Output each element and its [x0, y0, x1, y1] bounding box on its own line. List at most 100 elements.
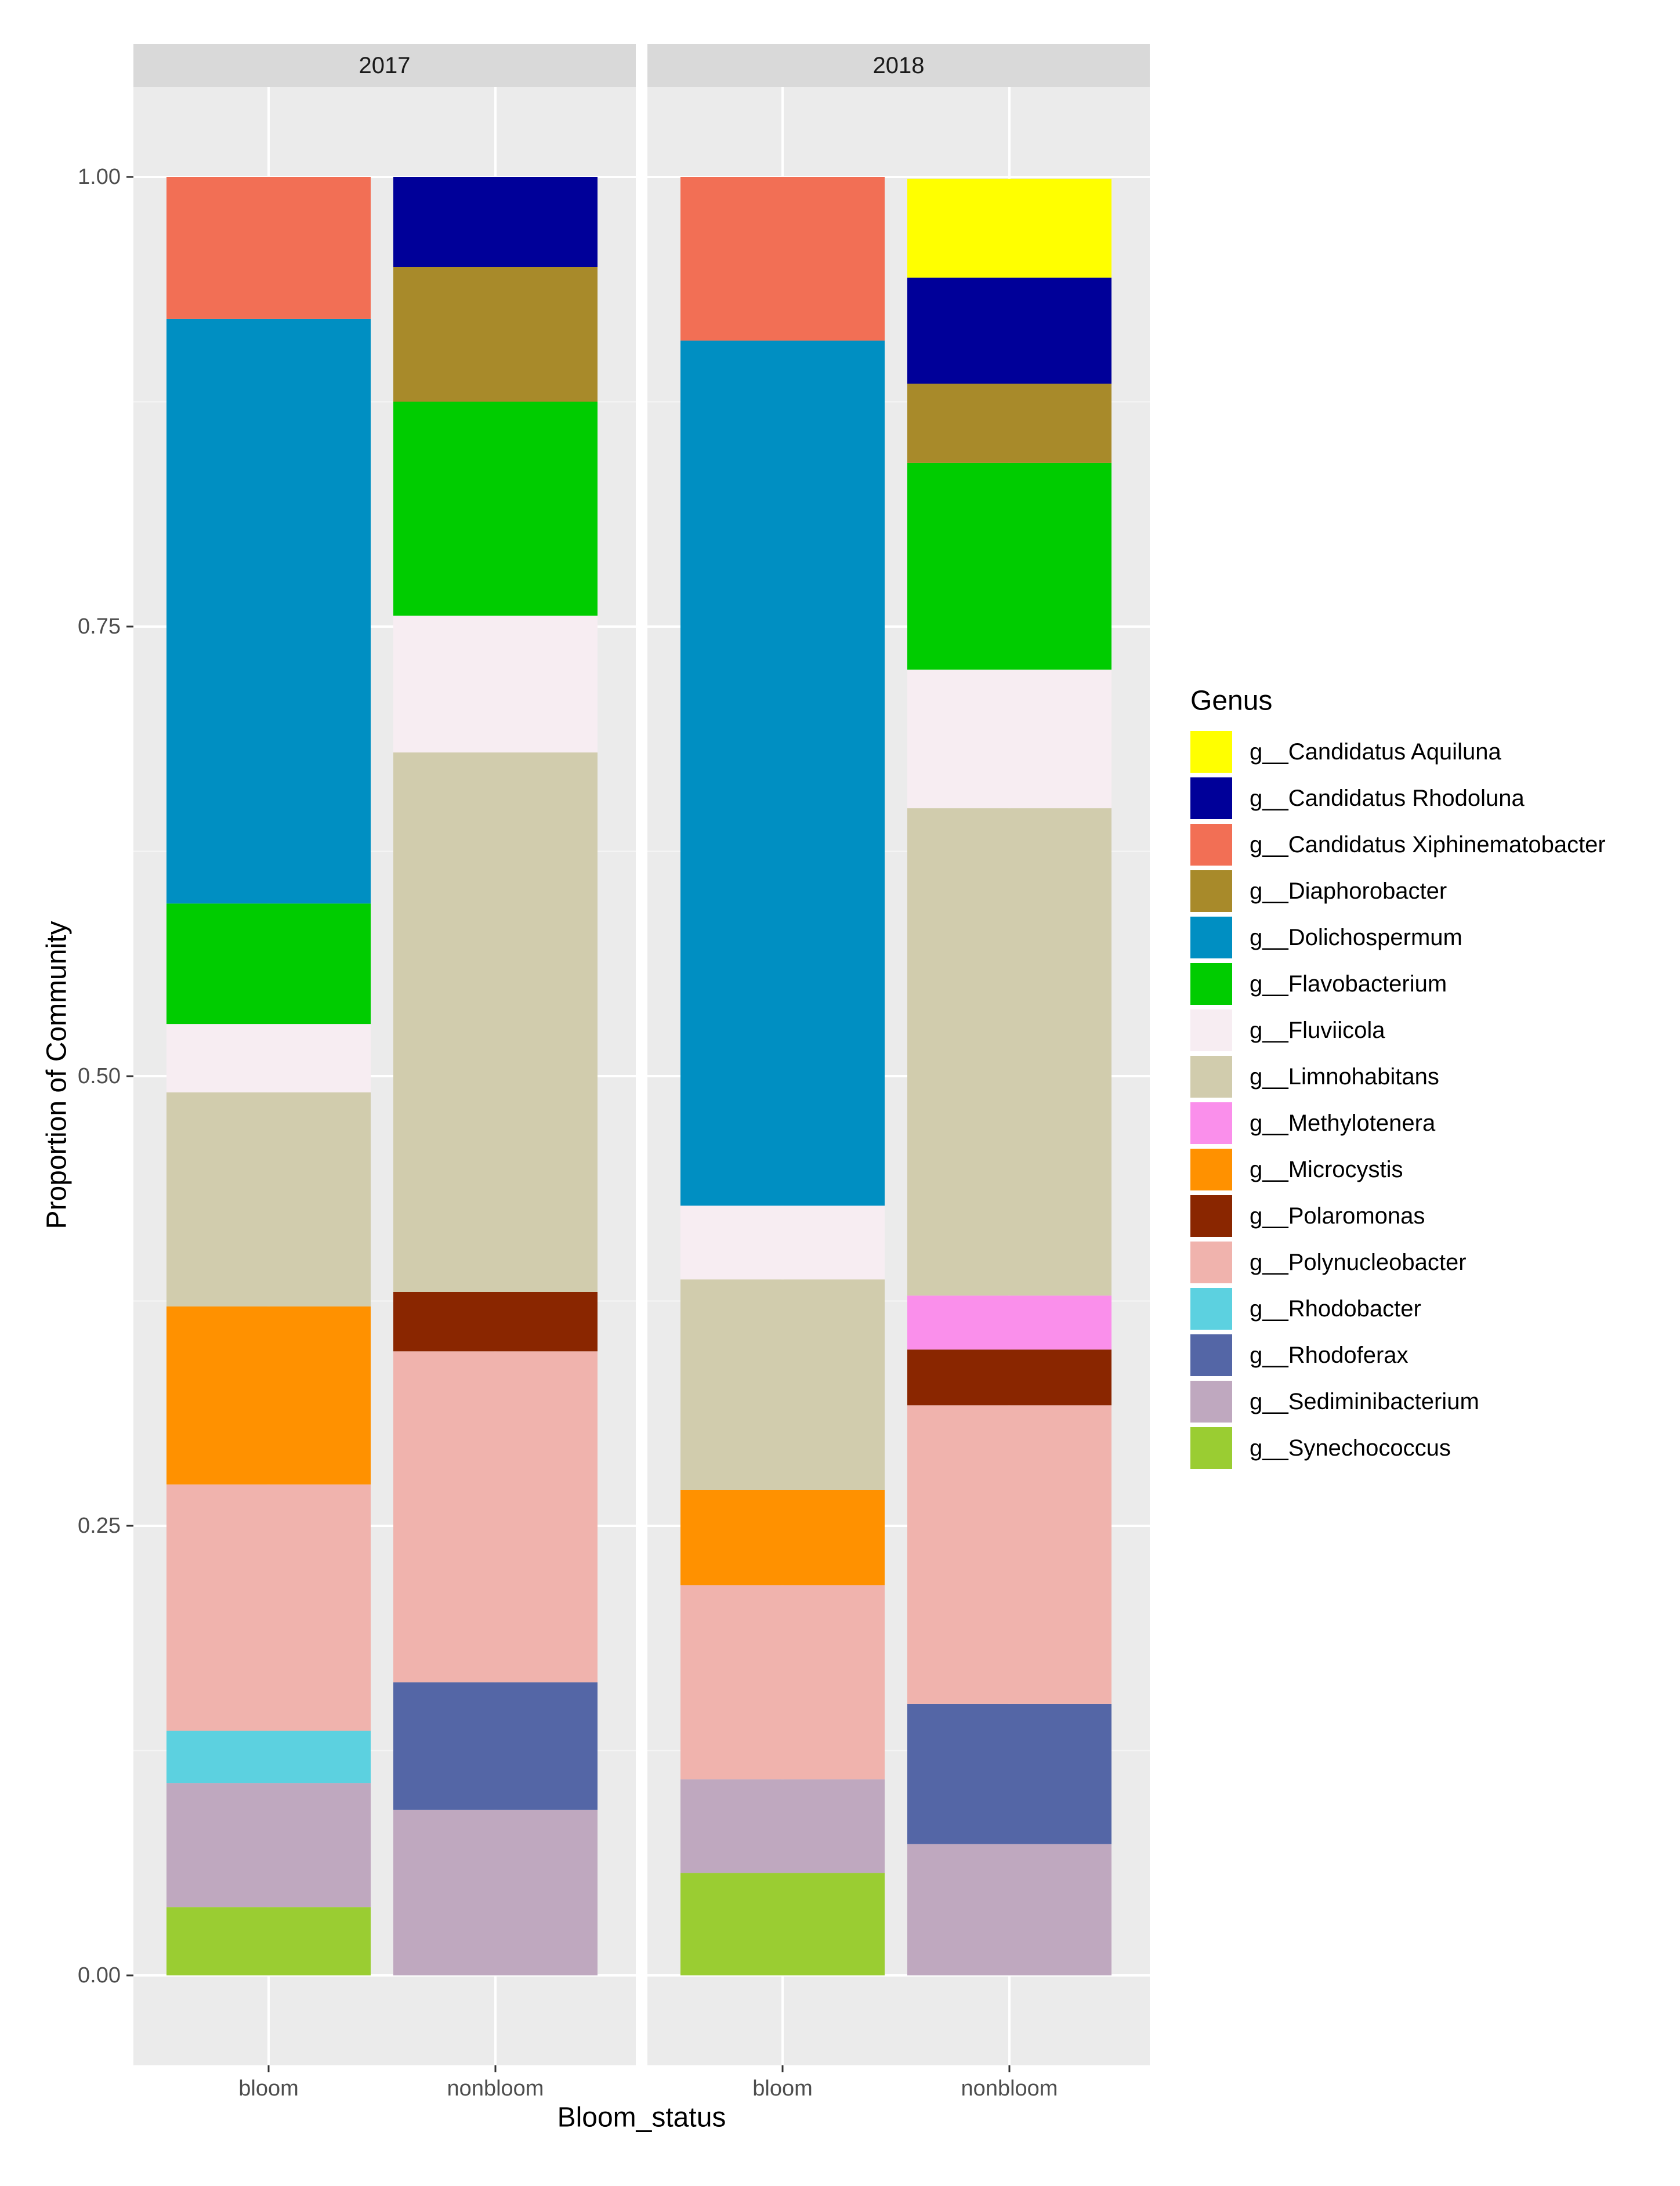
legend-key-swatch [1190, 824, 1232, 866]
y-tick-label: 0.75 [78, 614, 121, 639]
bar-segment-2017-bloom-g-dolichospermum [166, 319, 371, 904]
legend-key-swatch [1190, 1242, 1232, 1283]
y-tick-label: 0.25 [78, 1514, 121, 1538]
bar-segment-2018-nonbloom-g-polynucleobacter [907, 1405, 1111, 1704]
legend-key-swatch [1190, 1102, 1232, 1144]
legend-key-swatch [1190, 1009, 1232, 1051]
bar-segment-2017-bloom-g-flavobacterium [166, 903, 371, 1025]
legend-item-g-microcystis: g__Microcystis [1190, 1149, 1403, 1190]
facet-strip-label-2018: 2018 [873, 53, 925, 78]
x-axis-ticks: bloom nonbloom bloom nonbloom [238, 2065, 1058, 2101]
legend-label: g__Polynucleobacter [1250, 1250, 1467, 1275]
bar-segment-2017-bloom-g-candidatus-xiphinematobacter [166, 177, 371, 319]
legend-label: g__Candidatus Rhodoluna [1250, 786, 1525, 811]
bar-segment-2018-nonbloom-g-rhodoferax [907, 1703, 1111, 1844]
legend-label: g__Synechococcus [1250, 1435, 1451, 1461]
legend-key-swatch [1190, 1427, 1232, 1469]
bar-segment-2017-nonbloom-g-polaromonas [393, 1292, 598, 1352]
legend-key-swatch [1190, 1334, 1232, 1376]
facet-strip-label-2017: 2017 [359, 53, 411, 78]
y-axis-ticks: 0.00 0.25 0.50 0.75 1.00 [78, 165, 133, 1988]
legend-item-g-polynucleobacter: g__Polynucleobacter [1190, 1242, 1467, 1283]
legend-label: g__Limnohabitans [1250, 1064, 1439, 1090]
x-axis-title: Bloom_status [557, 2102, 726, 2133]
legend-label: g__Sediminibacterium [1250, 1389, 1479, 1414]
facet-strip-2018 [647, 44, 1150, 87]
bar-segment-2017-nonbloom-g-flavobacterium [393, 401, 598, 616]
bar-segment-2017-bloom-g-microcystis [166, 1306, 371, 1485]
bar-segment-2017-bloom-g-sediminibacterium [166, 1783, 371, 1908]
legend-item-g-flavobacterium: g__Flavobacterium [1190, 963, 1447, 1005]
bar-segment-2018-nonbloom-g-methylotenera [907, 1295, 1111, 1350]
bar-segment-2017-bloom-g-polynucleobacter [166, 1484, 371, 1731]
bar-segment-2018-nonbloom-g-candidatus-aquiluna [907, 179, 1111, 278]
legend-label: g__Rhodoferax [1250, 1342, 1409, 1368]
bar-segment-2017-nonbloom-g-limnohabitans [393, 752, 598, 1292]
legend-item-g-sediminibacterium: g__Sediminibacterium [1190, 1381, 1479, 1423]
bar-segment-2017-bloom-g-synechococcus [166, 1907, 371, 1975]
y-axis-title: Proportion of Community [42, 921, 73, 1229]
legend-key-swatch [1190, 917, 1232, 958]
legend-item-g-synechococcus: g__Synechococcus [1190, 1427, 1451, 1469]
bar-segment-2017-nonbloom-g-rhodoferax [393, 1682, 598, 1810]
legend-label: g__Candidatus Xiphinematobacter [1250, 832, 1606, 857]
x-tick-label-nonbloom: nonbloom [447, 2076, 544, 2101]
x-tick-label-bloom: bloom [238, 2076, 299, 2101]
x-tick-label-bloom: bloom [752, 2076, 813, 2101]
x-tick-label-nonbloom: nonbloom [961, 2076, 1058, 2101]
legend-item-g-candidatus-xiphinematobacter: g__Candidatus Xiphinematobacter [1190, 824, 1606, 866]
y-axis: 0.00 0.25 0.50 0.75 1.00 Proportion of Commu… [42, 165, 133, 1988]
bars-2017 [166, 177, 598, 1975]
x-axis: bloom nonbloom bloom nonbloom Bloom_status [238, 2065, 1058, 2133]
bar-segment-2017-bloom-g-fluviicola [166, 1024, 371, 1092]
legend-key-swatch [1190, 1288, 1232, 1330]
legend-key-swatch [1190, 1149, 1232, 1190]
bar-segment-2018-nonbloom-g-polaromonas [907, 1349, 1111, 1406]
bar-segment-2017-nonbloom-g-candidatus-rhodoluna [393, 177, 598, 267]
legend-key-swatch [1190, 1056, 1232, 1098]
bars-2018 [680, 177, 1111, 1975]
bar-segment-2018-nonbloom-g-sediminibacterium [907, 1844, 1111, 1975]
bar-segment-2017-bloom-g-limnohabitans [166, 1092, 371, 1306]
legend-key-swatch [1190, 1381, 1232, 1423]
facet-2018: 2018 [647, 44, 1150, 2065]
bar-segment-2017-nonbloom-g-polynucleobacter [393, 1351, 598, 1682]
bar-segment-2018-bloom-g-microcystis [680, 1490, 885, 1586]
legend-label: g__Microcystis [1250, 1157, 1403, 1182]
legend-label: g__Polaromonas [1250, 1203, 1425, 1229]
bar-segment-2018-bloom-g-fluviicola [680, 1206, 885, 1280]
facet-2017: 2017 [133, 44, 636, 2065]
legend-key-swatch [1190, 1195, 1232, 1237]
y-tick-label: 1.00 [78, 165, 121, 189]
legend-item-g-rhodoferax: g__Rhodoferax [1190, 1334, 1409, 1376]
legend-item-g-polaromonas: g__Polaromonas [1190, 1195, 1425, 1237]
legend-key-swatch [1190, 870, 1232, 912]
bar-segment-2018-bloom-g-sediminibacterium [680, 1779, 885, 1873]
legend-label: g__Rhodobacter [1250, 1296, 1421, 1322]
bar-segment-2018-nonbloom-g-candidatus-rhodoluna [907, 277, 1111, 384]
legend-item-g-limnohabitans: g__Limnohabitans [1190, 1056, 1439, 1098]
legend-key-swatch [1190, 777, 1232, 819]
facet-strip-2017 [133, 44, 636, 87]
legend-label: g__Candidatus Aquiluna [1250, 739, 1501, 765]
y-tick-label: 0.50 [78, 1064, 121, 1088]
legend-item-g-candidatus-aquiluna: g__Candidatus Aquiluna [1190, 731, 1501, 773]
bar-segment-2018-nonbloom-g-fluviicola [907, 669, 1111, 809]
bar-segment-2018-bloom-g-synechococcus [680, 1873, 885, 1975]
legend-item-g-candidatus-rhodoluna: g__Candidatus Rhodoluna [1190, 777, 1525, 819]
bar-segment-2017-nonbloom-g-diaphorobacter [393, 267, 598, 402]
bar-segment-2018-bloom-g-limnohabitans [680, 1279, 885, 1490]
bar-segment-2017-nonbloom-g-sediminibacterium [393, 1809, 598, 1975]
bar-segment-2018-bloom-g-polynucleobacter [680, 1585, 885, 1780]
bar-segment-2018-nonbloom-g-flavobacterium [907, 462, 1111, 670]
legend-label: g__Dolichospermum [1250, 925, 1462, 950]
legend-key-swatch [1190, 963, 1232, 1005]
legend-item-g-fluviicola: g__Fluviicola [1190, 1009, 1385, 1051]
legend-entries: g__Candidatus Aquiluna g__Candidatus Rhod… [1190, 731, 1606, 1469]
legend: Genus g__Candidatus Aquilunag__Candidatu… [1190, 686, 1606, 1469]
bar-segment-2018-bloom-g-candidatus-xiphinematobacter [680, 177, 885, 341]
legend-item-g-rhodobacter: g__Rhodobacter [1190, 1288, 1421, 1330]
bar-segment-2018-nonbloom-g-limnohabitans [907, 808, 1111, 1296]
legend-item-g-diaphorobacter: g__Diaphorobacter [1190, 870, 1447, 912]
bar-segment-2017-nonbloom-g-fluviicola [393, 616, 598, 752]
